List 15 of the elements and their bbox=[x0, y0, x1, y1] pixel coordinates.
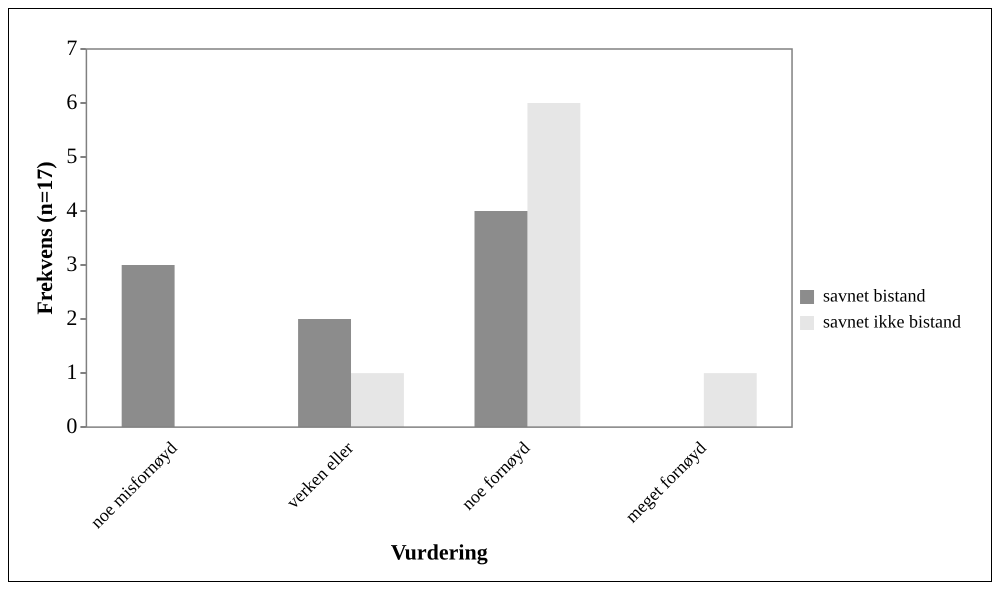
y-tick-label: 6 bbox=[66, 88, 78, 114]
y-axis-title: Frekvens (n=17) bbox=[32, 161, 57, 315]
bar bbox=[704, 373, 757, 427]
y-tick-label: 3 bbox=[66, 250, 78, 276]
y-tick-label: 2 bbox=[66, 304, 78, 330]
y-tick-label: 4 bbox=[66, 196, 78, 222]
legend-label: savnet bistand bbox=[823, 286, 926, 306]
y-tick-label: 0 bbox=[66, 412, 78, 438]
y-tick-label: 7 bbox=[66, 34, 78, 60]
y-tick-label: 1 bbox=[66, 358, 78, 384]
x-axis-title: Vurdering bbox=[390, 539, 488, 564]
bar bbox=[351, 373, 404, 427]
y-tick-label: 5 bbox=[66, 142, 78, 168]
legend-label: savnet ikke bistand bbox=[823, 312, 962, 332]
bar bbox=[527, 103, 580, 427]
